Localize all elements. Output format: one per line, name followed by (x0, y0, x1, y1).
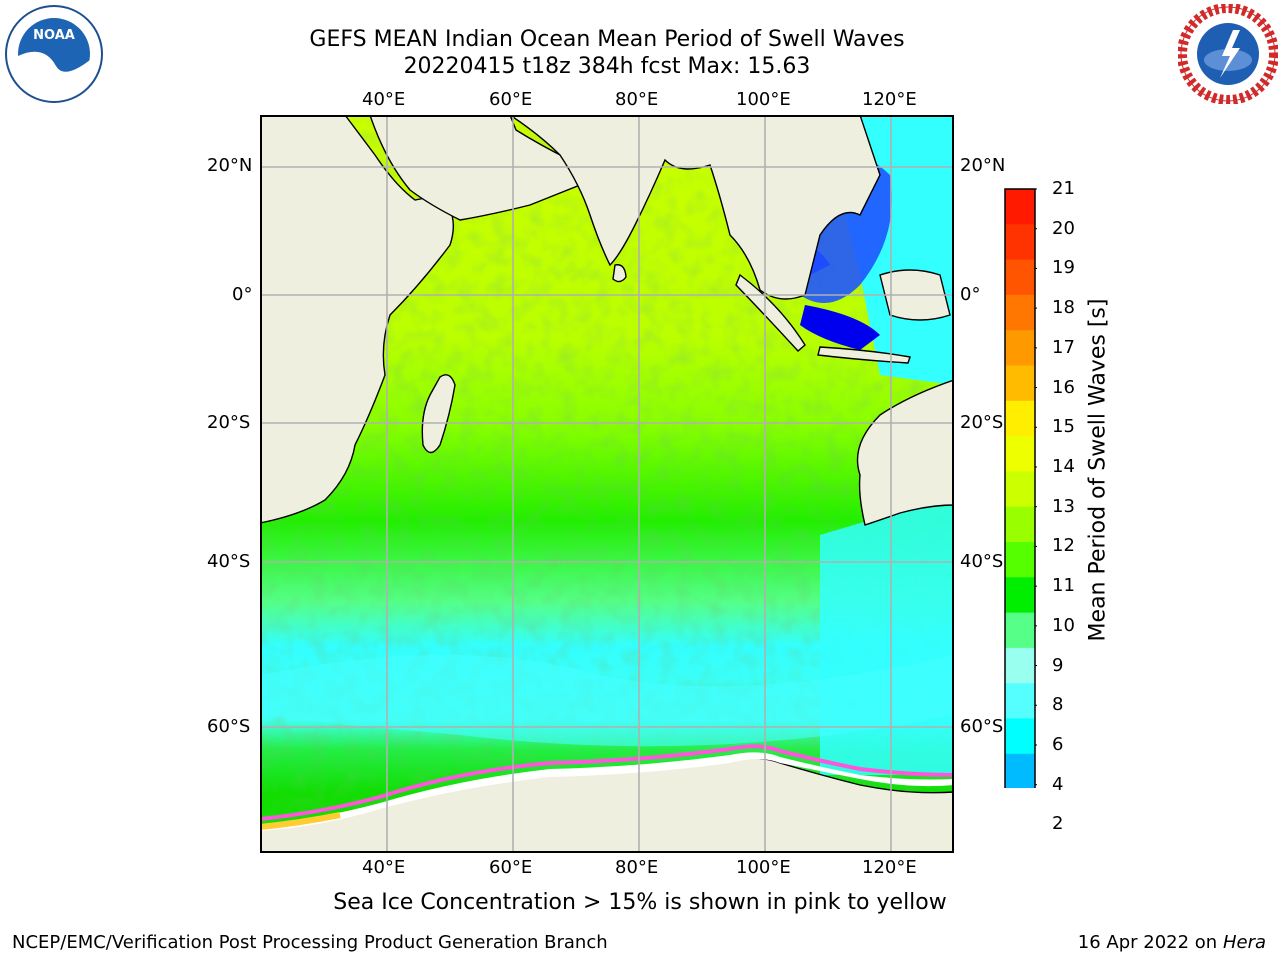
colorbar-tick-label: 20 (1052, 217, 1075, 239)
colorbar-title: Mean Period of Swell Waves [s] (1085, 298, 1111, 642)
colorbar-tick-label: 2 (1052, 813, 1064, 835)
colorbar-segment (1005, 400, 1035, 437)
colorbar-segment (1005, 753, 1035, 788)
lon-tick-top-120e: 120°E (862, 89, 917, 110)
lon-tick-bottom-100e: 100°E (736, 857, 791, 878)
lon-tick-bottom-120e: 120°E (862, 857, 917, 878)
land (260, 115, 954, 853)
map-gridlines (260, 115, 954, 853)
colorbar-tick-label: 4 (1052, 773, 1064, 795)
sea-ice-caption: Sea Ice Concentration > 15% is shown in … (0, 890, 1280, 915)
colorbar-segment (1005, 647, 1035, 684)
sea-ice-edge-pink (260, 744, 954, 821)
colorbar-tick-label: 9 (1052, 654, 1064, 676)
lat-tick-left-40s: 40°S (207, 551, 251, 572)
footer-date: 16 Apr 2022 on (1077, 932, 1223, 953)
lat-tick-right-20n: 20°N (960, 155, 1006, 176)
colorbar-tick-label: 11 (1052, 575, 1075, 597)
chart-subtitle: 20220415 t18z 384h fcst Max: 15.63 (403, 54, 811, 79)
lat-tick-left-0: 0° (232, 284, 253, 305)
map-frame (260, 115, 954, 853)
lat-tick-left-20s: 20°S (207, 412, 251, 433)
lon-tick-top-100e: 100°E (736, 89, 791, 110)
colorbar-tick-label: 12 (1052, 535, 1075, 557)
colorbar-tick-label: 8 (1052, 694, 1064, 716)
colorbar-segment (1005, 224, 1035, 261)
colorbar-tick-label: 13 (1052, 495, 1075, 517)
lat-tick-right-40s: 40°S (960, 551, 1004, 572)
lat-tick-left-60s: 60°S (207, 716, 251, 737)
lon-tick-top-40e: 40°E (362, 89, 406, 110)
lat-tick-left-20n: 20°N (207, 155, 253, 176)
colorbar-tick-label: 14 (1052, 455, 1075, 477)
lon-tick-bottom-60e: 60°E (489, 857, 533, 878)
lon-tick-top-80e: 80°E (615, 89, 659, 110)
lon-tick-bottom-80e: 80°E (615, 857, 659, 878)
noaa-logo: NOAA (5, 5, 103, 103)
colorbar-segment (1005, 294, 1035, 331)
lon-tick-top-60e: 60°E (489, 89, 533, 110)
colorbar (1004, 188, 1037, 788)
colorbar-segment (1005, 330, 1035, 366)
chart-title: GEFS MEAN Indian Ocean Mean Period of Sw… (309, 27, 905, 52)
noaa-logo-text: NOAA (33, 28, 75, 43)
sea-ice-caption-text: Sea Ice Concentration > 15% is shown in … (333, 890, 947, 915)
colorbar-tick-label: 6 (1052, 733, 1064, 755)
lat-tick-right-60s: 60°S (960, 716, 1004, 737)
colorbar-tick-label: 10 (1052, 614, 1075, 636)
nws-logo (1178, 4, 1278, 104)
colorbar-segment (1005, 718, 1035, 755)
colorbar-segment (1005, 683, 1035, 719)
footer-left: NCEP/EMC/Verification Post Processing Pr… (12, 932, 608, 953)
colorbar-segment (1005, 365, 1035, 402)
footer-machine: Hera (1222, 932, 1266, 953)
lat-tick-right-20s: 20°S (960, 412, 1004, 433)
colorbar-tick-label: 17 (1052, 336, 1075, 358)
lon-tick-bottom-40e: 40°E (362, 857, 406, 878)
footer-right: 16 Apr 2022 on Hera (1078, 932, 1266, 953)
swell-period-map (260, 115, 954, 853)
lat-tick-right-0: 0° (960, 284, 981, 305)
colorbar-segment (1005, 189, 1035, 225)
south-low-period-band (260, 655, 954, 747)
colorbar-segment (1005, 471, 1035, 508)
colorbar-segment (1005, 612, 1035, 649)
colorbar-segment (1005, 542, 1035, 578)
colorbar-segment (1005, 259, 1035, 296)
sea-ice-edge-yellow (260, 812, 341, 830)
java-sea-blue (800, 305, 880, 350)
colorbar-segment (1005, 436, 1035, 472)
colorbar-tick-label: 15 (1052, 416, 1075, 438)
colorbar-tick-label: 21 (1052, 178, 1075, 199)
colorbar-segment (1005, 577, 1035, 614)
colorbar-tick-label: 16 (1052, 376, 1075, 398)
colorbar-tick-label: 18 (1052, 297, 1075, 319)
colorbar-segment (1005, 506, 1035, 543)
sea-ice-white (260, 752, 954, 831)
colorbar-tick-label: 19 (1052, 257, 1075, 279)
